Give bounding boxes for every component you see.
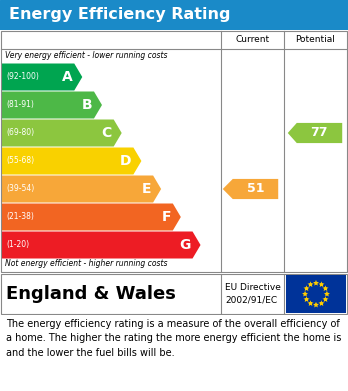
Polygon shape (303, 296, 310, 302)
Text: C: C (101, 126, 112, 140)
Polygon shape (2, 231, 200, 258)
Text: 51: 51 (247, 183, 264, 196)
Text: Energy Efficiency Rating: Energy Efficiency Rating (9, 7, 230, 23)
Polygon shape (2, 147, 141, 174)
Text: (55-68): (55-68) (6, 156, 34, 165)
Text: (69-80): (69-80) (6, 129, 34, 138)
Polygon shape (308, 300, 314, 306)
Polygon shape (303, 285, 310, 291)
Polygon shape (2, 203, 181, 231)
Text: England & Wales: England & Wales (6, 285, 176, 303)
Text: 77: 77 (310, 127, 328, 140)
Text: Potential: Potential (295, 36, 335, 45)
Text: (39-54): (39-54) (6, 185, 34, 194)
Polygon shape (318, 300, 324, 306)
Polygon shape (323, 285, 329, 291)
Polygon shape (324, 291, 330, 296)
Bar (286, 275, 346, 313)
Polygon shape (2, 63, 82, 90)
Text: B: B (81, 98, 92, 112)
Text: (81-91): (81-91) (6, 100, 34, 109)
Text: Current: Current (236, 36, 270, 45)
Text: The energy efficiency rating is a measure of the overall efficiency of a home. T: The energy efficiency rating is a measur… (6, 319, 341, 358)
Text: G: G (179, 238, 191, 252)
Text: (21-38): (21-38) (6, 212, 34, 221)
Polygon shape (2, 120, 122, 147)
Polygon shape (302, 291, 308, 296)
Polygon shape (318, 282, 324, 287)
Polygon shape (288, 123, 342, 143)
Polygon shape (308, 282, 314, 287)
Text: EU Directive
2002/91/EC: EU Directive 2002/91/EC (225, 283, 281, 305)
Polygon shape (2, 91, 102, 118)
Text: E: E (142, 182, 151, 196)
Text: (1-20): (1-20) (6, 240, 29, 249)
Polygon shape (223, 179, 278, 199)
Polygon shape (323, 296, 329, 302)
Polygon shape (313, 280, 319, 286)
Text: F: F (161, 210, 171, 224)
Text: A: A (62, 70, 72, 84)
Text: D: D (120, 154, 132, 168)
Polygon shape (313, 302, 319, 307)
Polygon shape (2, 176, 161, 203)
Text: Not energy efficient - higher running costs: Not energy efficient - higher running co… (5, 259, 167, 268)
Text: (92-100): (92-100) (6, 72, 39, 81)
Text: Very energy efficient - lower running costs: Very energy efficient - lower running co… (5, 51, 167, 60)
